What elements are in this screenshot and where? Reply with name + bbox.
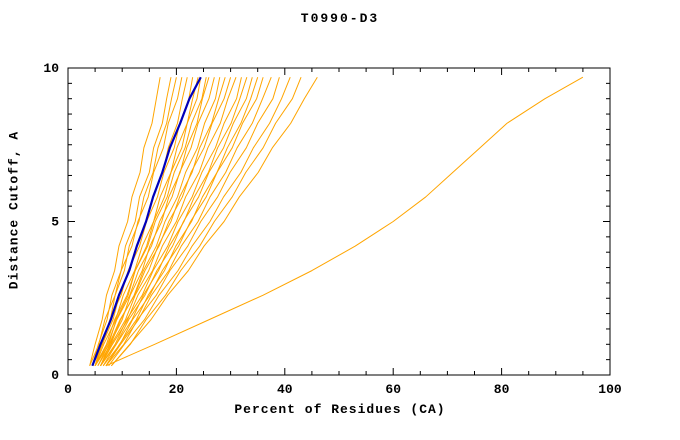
model-curve xyxy=(100,77,242,367)
model-curve xyxy=(91,77,172,366)
y-tick-label: 0 xyxy=(51,368,59,383)
model-curve xyxy=(100,77,253,367)
model-curve xyxy=(94,77,232,367)
chart-title: T0990-D3 xyxy=(300,11,380,26)
model-curve xyxy=(100,77,237,367)
y-tick-label: 5 xyxy=(51,215,59,230)
model-curve xyxy=(105,77,259,367)
x-tick-label: 60 xyxy=(385,382,401,397)
y-tick-label: 10 xyxy=(43,61,59,76)
model-curve xyxy=(100,77,226,367)
model-curve xyxy=(108,77,291,367)
model-curve xyxy=(102,77,264,367)
model-curve xyxy=(97,77,202,367)
x-tick-label: 80 xyxy=(494,382,510,397)
model-curve xyxy=(94,77,215,367)
highlight-curve xyxy=(91,76,202,367)
model-curve xyxy=(110,76,318,367)
model-curve xyxy=(105,77,272,367)
model-curve xyxy=(105,76,584,367)
x-tick-label: 100 xyxy=(598,382,622,397)
model-curve xyxy=(100,77,210,366)
model-curve xyxy=(105,77,280,367)
x-tick-label: 0 xyxy=(64,382,72,397)
model-curve xyxy=(94,77,207,367)
x-tick-label: 20 xyxy=(169,382,185,397)
x-tick-label: 40 xyxy=(277,382,293,397)
plot-border xyxy=(67,67,611,376)
x-axis-label: Percent of Residues (CA) xyxy=(234,402,446,417)
model-curve xyxy=(110,77,302,367)
model-curve xyxy=(89,77,161,366)
model-curve xyxy=(89,77,183,366)
